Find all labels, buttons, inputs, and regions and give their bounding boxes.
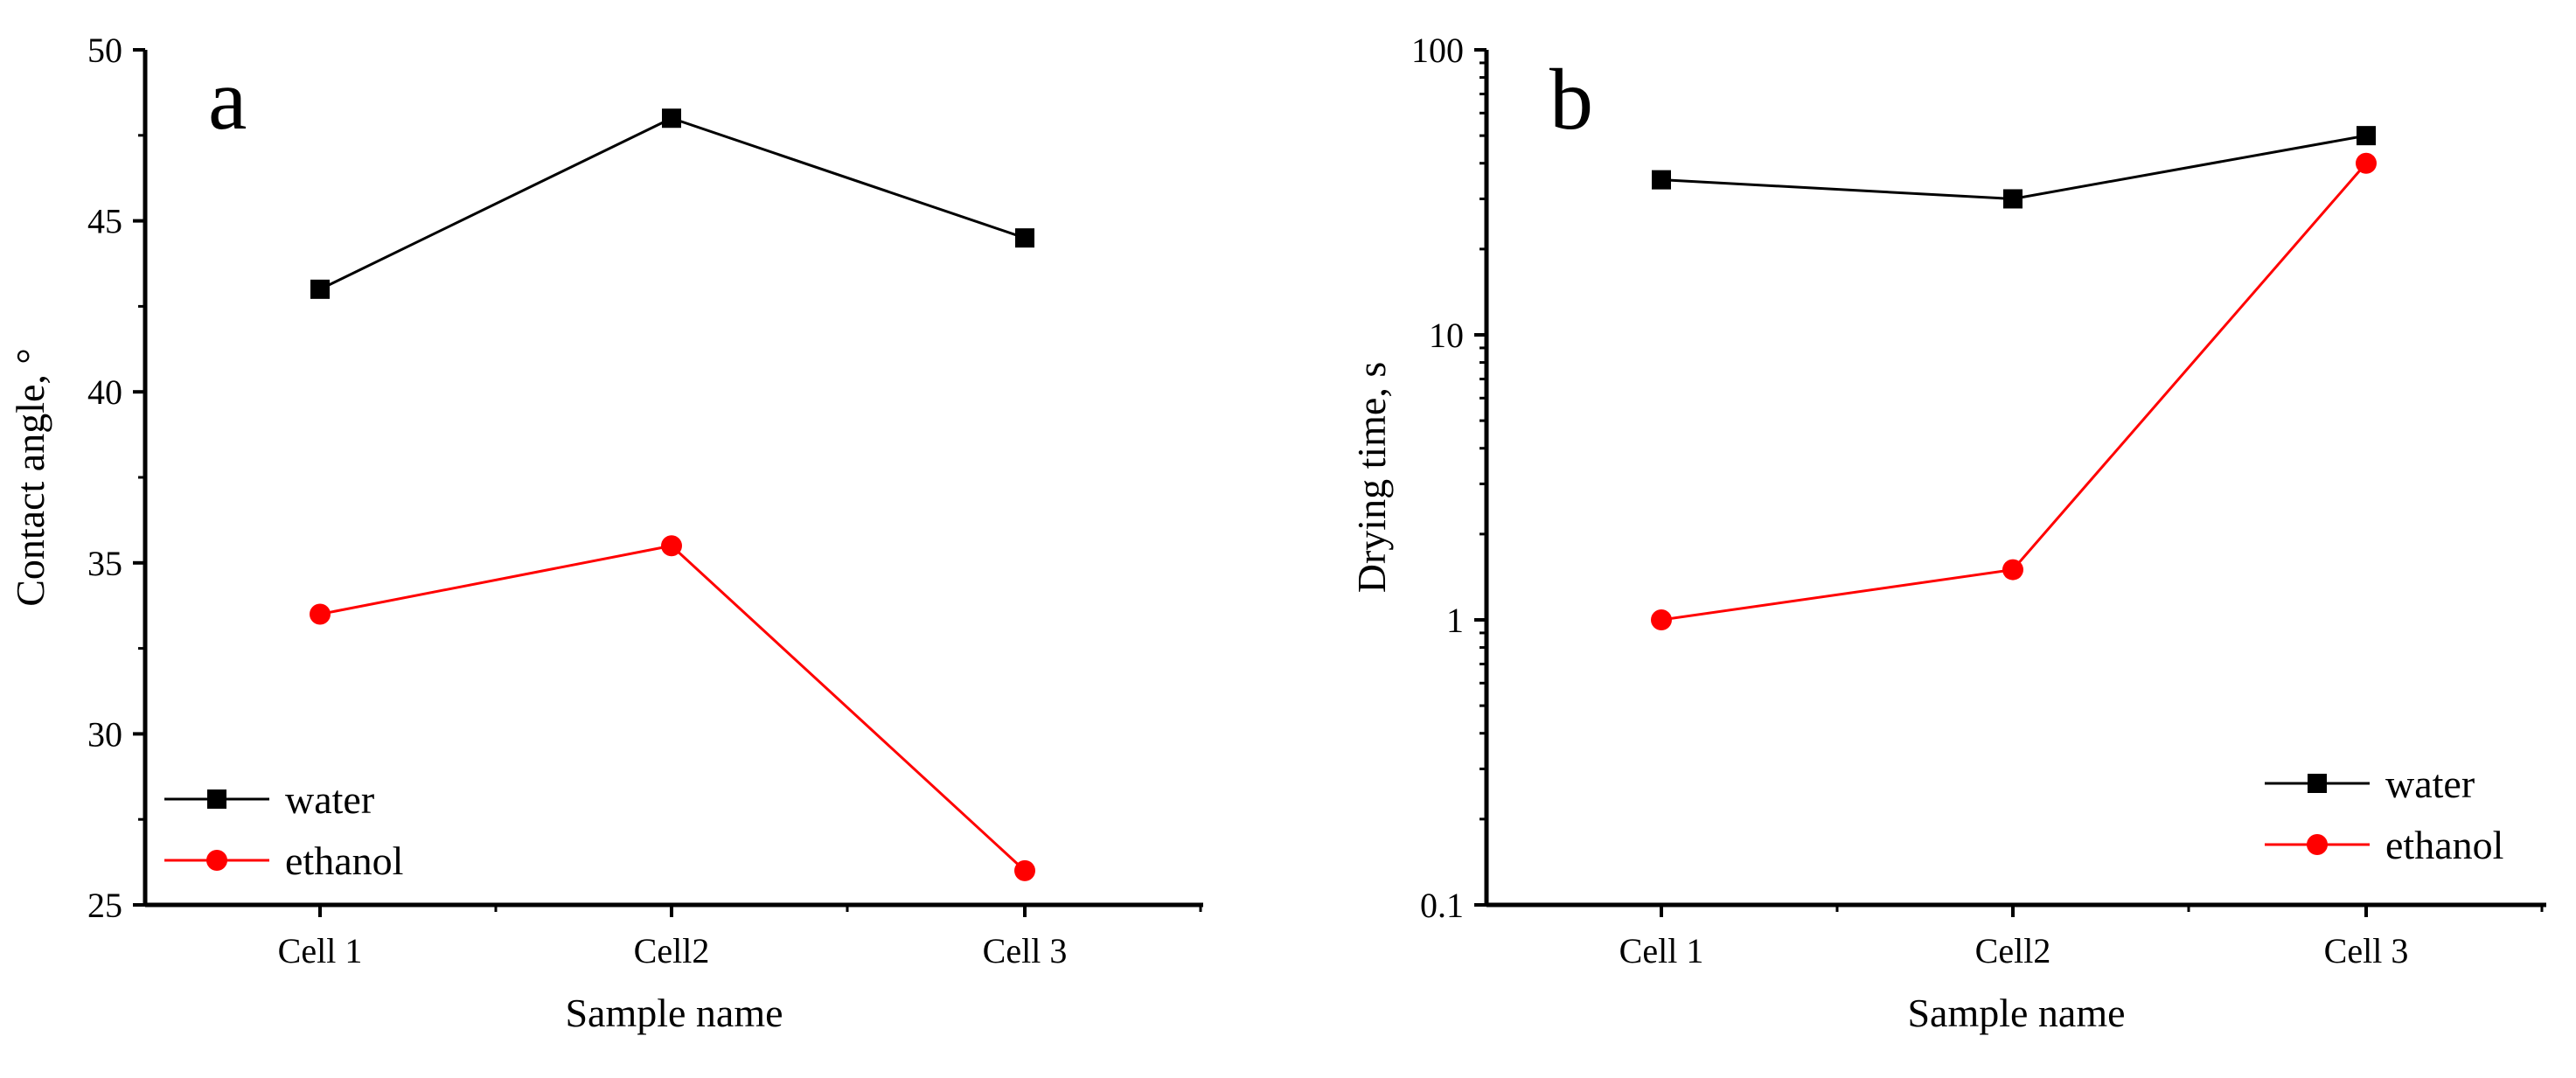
x-tick-label: Cell 1 — [278, 931, 363, 970]
legend-label-ethanol: ethanol — [285, 838, 403, 883]
legend-label-water: water — [285, 777, 374, 822]
y-tick-label: 45 — [87, 202, 122, 241]
legend-label-water: water — [2385, 762, 2475, 806]
y-tick-label: 100 — [1411, 31, 1464, 70]
data-point-ethanol — [661, 535, 682, 557]
data-point-ethanol — [1014, 859, 1035, 881]
panel-a-contact-angle-chart: 25 30 35 40 45 50 Cell 1 Cell2 Cell 3 Sample name… — [8, 31, 1203, 1035]
x-tick-label: Cell2 — [1975, 931, 2051, 970]
x-axis-title: Sample name — [1907, 991, 2125, 1035]
data-point-water — [2357, 126, 2376, 146]
panel-label: b — [1549, 51, 1593, 148]
data-point-ethanol — [2002, 559, 2023, 581]
series-line-ethanol — [319, 544, 1027, 872]
data-point-water — [310, 279, 330, 299]
y-tick-label: 35 — [87, 544, 122, 583]
data-point-ethanol — [1651, 609, 1672, 630]
x-axis-title: Sample name — [565, 991, 783, 1035]
y-tick-label: 1 — [1446, 601, 1464, 640]
panel-label: a — [208, 51, 247, 148]
legend-marker-water — [207, 789, 226, 809]
series-line-water — [319, 116, 1026, 291]
legend-marker-ethanol — [2307, 834, 2328, 855]
y-axis-title: Contact angle, ° — [8, 348, 52, 607]
series-line-ethanol — [1660, 162, 2368, 622]
y-tick-label: 50 — [87, 31, 122, 70]
x-tick-label: Cell 1 — [1619, 931, 1704, 970]
panel-b-drying-time-chart: 0.1 1 10 100 Cell 1 Cell2 Cell 3 Sample name Dry… — [1349, 31, 2546, 1035]
data-point-water — [1015, 228, 1034, 248]
y-tick-label: 10 — [1429, 316, 1464, 355]
y-tick-label: 40 — [87, 372, 122, 412]
data-point-water — [1652, 170, 1671, 190]
y-tick-label: 0.1 — [1420, 886, 1464, 925]
x-tick-label: Cell 3 — [983, 931, 1068, 970]
x-tick-label: Cell2 — [634, 931, 710, 970]
x-tick-label: Cell 3 — [2324, 931, 2409, 970]
y-tick-label: 30 — [87, 714, 122, 754]
data-point-ethanol — [310, 603, 331, 625]
legend-label-ethanol: ethanol — [2385, 823, 2503, 867]
data-point-ethanol — [2356, 152, 2377, 174]
data-point-water — [2003, 189, 2023, 209]
data-point-water — [662, 108, 681, 129]
y-tick-label: 25 — [87, 886, 122, 925]
legend-marker-ethanol — [206, 850, 227, 871]
legend-marker-water — [2308, 774, 2327, 793]
y-axis-title: Drying time, s — [1349, 362, 1394, 593]
